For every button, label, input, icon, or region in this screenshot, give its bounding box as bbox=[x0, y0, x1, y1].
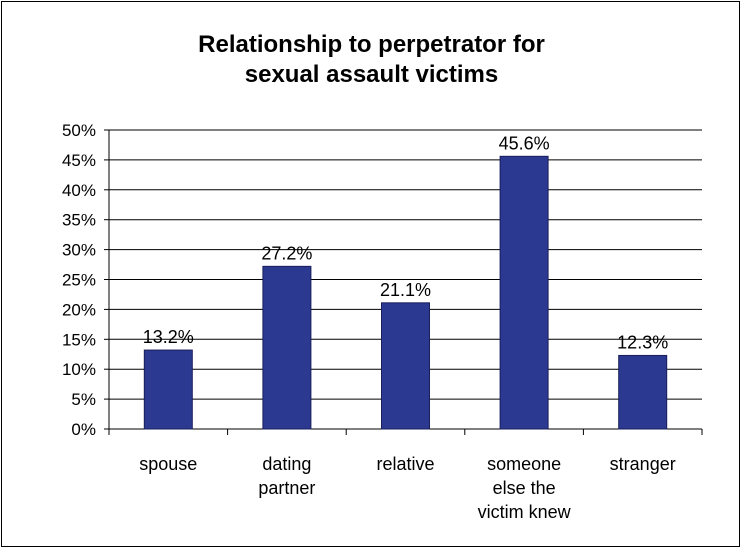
y-tick-label: 40% bbox=[62, 181, 96, 200]
x-category-label: spouse bbox=[139, 454, 197, 474]
y-tick-label: 5% bbox=[71, 390, 96, 409]
chart-title-line-1: Relationship to perpetrator for bbox=[198, 31, 545, 58]
x-category-label: stranger bbox=[610, 454, 676, 474]
bar bbox=[262, 265, 312, 430]
bar bbox=[143, 349, 193, 430]
y-tick-label: 35% bbox=[62, 211, 96, 230]
x-category-label: partner bbox=[258, 478, 315, 498]
x-category-label: dating bbox=[262, 454, 311, 474]
chart-title-line-2: sexual assault victims bbox=[244, 61, 499, 88]
bar bbox=[618, 354, 668, 430]
data-label: 13.2% bbox=[143, 327, 194, 347]
y-tick-label: 10% bbox=[62, 360, 96, 379]
x-category-label: relative bbox=[376, 454, 434, 474]
x-category-label: else the bbox=[493, 478, 556, 498]
bar bbox=[499, 155, 549, 430]
y-tick-label: 45% bbox=[62, 151, 96, 170]
data-label: 12.3% bbox=[617, 332, 668, 352]
x-category-label: victim knew bbox=[478, 502, 572, 522]
y-tick-label: 15% bbox=[62, 330, 96, 349]
data-label: 21.1% bbox=[380, 280, 431, 300]
y-tick-label: 20% bbox=[62, 300, 96, 319]
y-tick-label: 50% bbox=[62, 121, 96, 140]
x-category-label: someone bbox=[487, 454, 561, 474]
bar bbox=[381, 302, 430, 430]
y-tick-label: 25% bbox=[62, 271, 96, 290]
data-label: 45.6% bbox=[499, 133, 550, 153]
y-tick-label: 0% bbox=[71, 420, 96, 439]
y-tick-label: 30% bbox=[62, 241, 96, 260]
data-label: 27.2% bbox=[261, 243, 312, 263]
chart-title: Relationship to perpetrator for sexual a… bbox=[0, 30, 743, 90]
